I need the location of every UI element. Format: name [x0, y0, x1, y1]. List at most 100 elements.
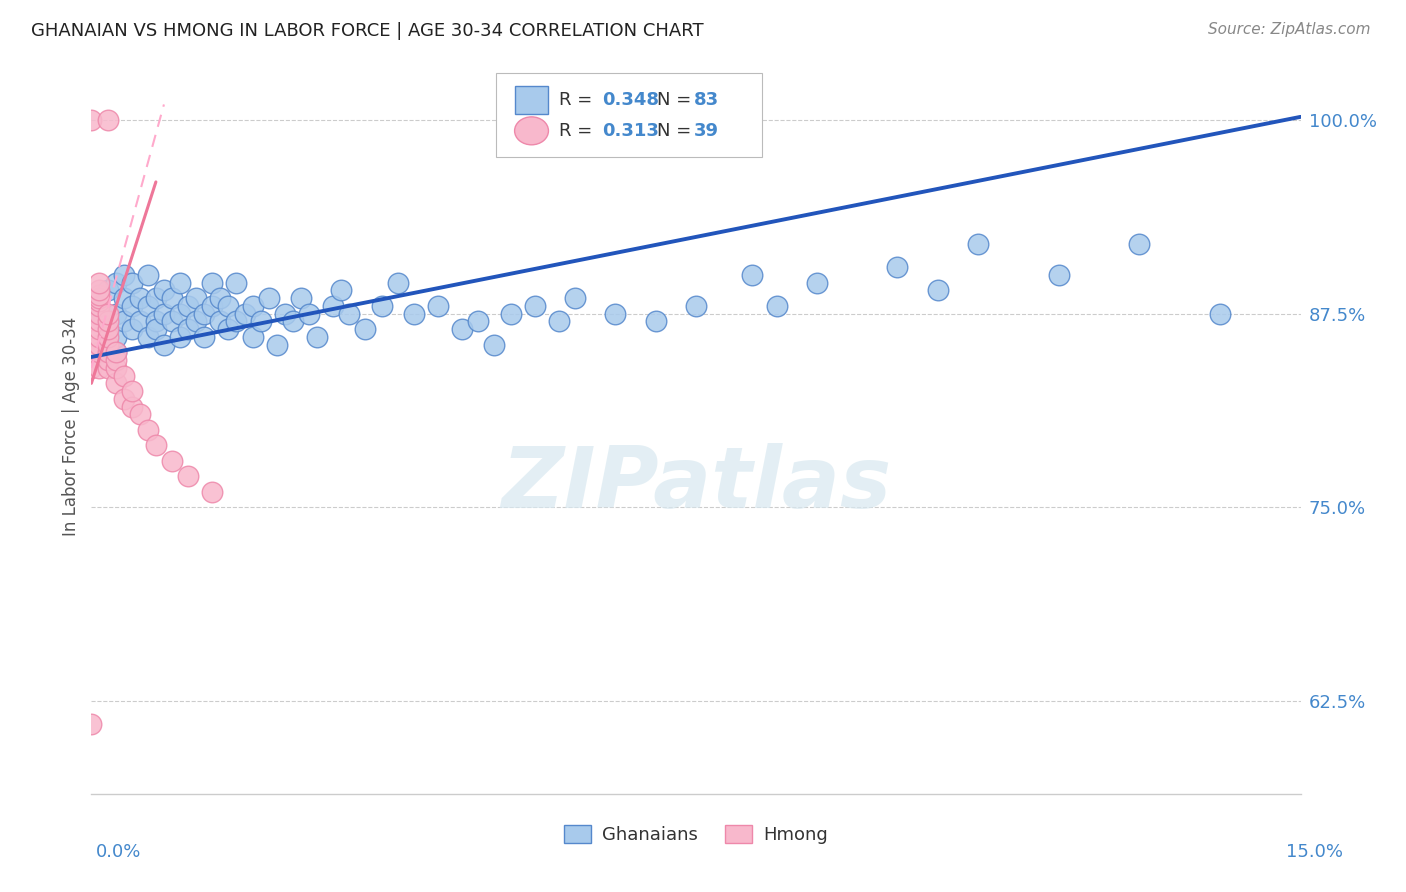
Point	[104, 307, 127, 321]
Point	[89, 345, 111, 359]
Point	[121, 276, 143, 290]
Point	[121, 384, 143, 398]
Point	[209, 314, 232, 328]
Point	[169, 307, 191, 321]
Point	[564, 291, 586, 305]
Point	[806, 276, 828, 290]
Point	[685, 299, 707, 313]
Point	[201, 484, 224, 499]
Point	[927, 284, 949, 298]
Point	[153, 284, 176, 298]
Point	[128, 291, 150, 305]
Point	[112, 392, 135, 406]
Point	[290, 291, 312, 305]
Point	[136, 423, 159, 437]
Point	[765, 299, 787, 313]
Text: R =: R =	[560, 122, 599, 140]
Point	[145, 291, 167, 305]
Text: N =: N =	[657, 122, 697, 140]
Point	[337, 307, 360, 321]
Point	[402, 307, 425, 321]
Point	[153, 337, 176, 351]
Point	[967, 236, 990, 251]
Point	[89, 314, 111, 328]
Point	[121, 299, 143, 313]
Point	[281, 314, 304, 328]
Point	[136, 330, 159, 344]
Point	[499, 307, 522, 321]
Point	[177, 322, 200, 336]
Point	[298, 307, 321, 321]
Point	[160, 454, 183, 468]
Point	[89, 307, 111, 321]
Point	[451, 322, 474, 336]
Point	[89, 307, 111, 321]
Point	[112, 268, 135, 282]
Y-axis label: In Labor Force | Age 30-34: In Labor Force | Age 30-34	[62, 317, 80, 535]
Point	[153, 307, 176, 321]
Point	[605, 307, 627, 321]
Text: GHANAIAN VS HMONG IN LABOR FORCE | AGE 30-34 CORRELATION CHART: GHANAIAN VS HMONG IN LABOR FORCE | AGE 3…	[31, 22, 703, 40]
Point	[112, 314, 135, 328]
Point	[89, 288, 111, 302]
Point	[96, 307, 118, 321]
Point	[145, 322, 167, 336]
Point	[266, 337, 288, 351]
Point	[145, 314, 167, 328]
Point	[89, 276, 111, 290]
Point	[96, 330, 118, 344]
Point	[160, 291, 183, 305]
Point	[886, 260, 908, 274]
Point	[644, 314, 666, 328]
FancyBboxPatch shape	[515, 86, 548, 114]
Point	[242, 299, 264, 313]
Point	[387, 276, 409, 290]
Point	[169, 330, 191, 344]
Point	[186, 291, 208, 305]
Point	[96, 112, 118, 127]
Point	[274, 307, 297, 321]
Point	[225, 276, 247, 290]
Text: 0.348: 0.348	[602, 91, 658, 109]
Text: 0.0%: 0.0%	[96, 843, 141, 861]
Point	[322, 299, 344, 313]
Point	[1047, 268, 1070, 282]
Point	[233, 307, 256, 321]
Point	[523, 299, 546, 313]
Point	[96, 322, 118, 336]
Point	[96, 345, 118, 359]
Point	[104, 345, 127, 359]
Point	[1209, 307, 1232, 321]
Point	[89, 294, 111, 309]
Point	[128, 314, 150, 328]
Point	[201, 299, 224, 313]
Text: 39: 39	[693, 122, 718, 140]
Point	[89, 337, 111, 351]
Point	[89, 291, 111, 305]
Point	[89, 330, 111, 344]
Point	[104, 345, 127, 359]
Text: N =: N =	[657, 91, 697, 109]
Point	[96, 284, 118, 298]
Point	[370, 299, 392, 313]
Point	[80, 717, 103, 731]
Point	[249, 314, 271, 328]
Point	[104, 330, 127, 344]
Point	[177, 299, 200, 313]
Point	[193, 307, 215, 321]
Point	[80, 360, 103, 375]
Point	[484, 337, 506, 351]
Point	[217, 322, 239, 336]
Point	[121, 322, 143, 336]
Point	[209, 291, 232, 305]
Point	[741, 268, 763, 282]
Point	[136, 268, 159, 282]
Point	[104, 360, 127, 375]
Point	[112, 368, 135, 383]
Point	[96, 322, 118, 336]
Point	[89, 284, 111, 298]
Point	[104, 353, 127, 368]
Point	[193, 330, 215, 344]
Point	[217, 299, 239, 313]
Point	[354, 322, 377, 336]
